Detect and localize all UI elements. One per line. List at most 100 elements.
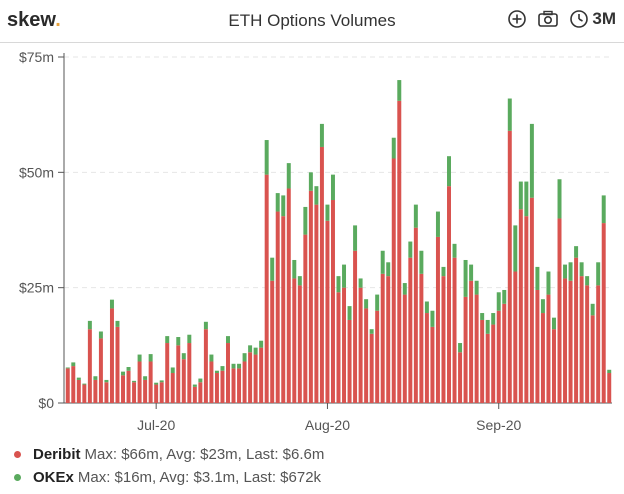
range-label: 3M [592, 9, 616, 28]
bar-deribit [369, 333, 374, 403]
bar-okex [104, 379, 109, 383]
bar-okex [496, 292, 501, 311]
bar-okex [148, 354, 153, 362]
time-range-selector[interactable]: 3M [569, 9, 616, 29]
bar-okex [264, 140, 269, 175]
bar-deribit [579, 276, 584, 403]
chart-title: ETH Options Volumes [228, 11, 396, 30]
bar-okex [209, 354, 214, 362]
bar-deribit [214, 373, 219, 403]
bar-okex [170, 367, 175, 374]
bar-okex [121, 371, 126, 376]
bar-okex [275, 193, 280, 212]
legend-item-okex[interactable]: OKEx Max: $16m, Avg: $3.1m, Last: $672k [14, 469, 321, 486]
screenshot-button[interactable] [537, 9, 559, 29]
bar-okex [529, 123, 534, 198]
bar-okex [474, 280, 479, 295]
bar-deribit [308, 190, 313, 403]
bar-okex [435, 211, 440, 237]
y-tick-label: $75m [19, 49, 54, 65]
bar-okex [596, 262, 601, 286]
y-tick-label: $0 [38, 395, 54, 411]
okex-swatch [14, 474, 21, 481]
bar-okex [314, 186, 319, 205]
bar-okex [469, 264, 474, 281]
bar-okex [518, 181, 523, 210]
bar-okex [607, 369, 612, 374]
bar-okex [270, 257, 275, 281]
bar-okex [154, 382, 159, 385]
bar-okex [347, 306, 352, 320]
bar-okex [551, 317, 556, 330]
bar-deribit [485, 333, 490, 403]
bar-okex [93, 376, 98, 380]
bar-deribit [419, 273, 424, 403]
bar-okex [557, 179, 562, 219]
bar-deribit [568, 280, 573, 403]
bar-okex [82, 383, 87, 385]
bar-okex [413, 204, 418, 228]
bar-okex [192, 384, 197, 387]
bar-okex [286, 163, 291, 189]
bar-deribit [452, 257, 457, 403]
skew-logo[interactable]: skew. [7, 9, 61, 32]
bar-deribit [441, 276, 446, 403]
bar-deribit [358, 287, 363, 403]
bar-deribit [574, 257, 579, 403]
toolbar: 3M [507, 9, 616, 29]
bar-deribit [424, 313, 429, 403]
bar-deribit [364, 308, 369, 403]
bar-deribit [469, 280, 474, 403]
bar-deribit [546, 294, 551, 403]
bar-deribit [132, 382, 137, 403]
bar-deribit [176, 345, 181, 403]
bar-okex [292, 259, 297, 279]
header-bar: skew. ETH Options Volumes 3M [0, 0, 624, 43]
bar-deribit [209, 361, 214, 403]
bar-deribit [192, 386, 197, 403]
bar-okex [535, 266, 540, 290]
bar-deribit [159, 382, 164, 403]
bar-deribit [507, 130, 512, 403]
bar-deribit [226, 343, 230, 403]
bar-okex [181, 353, 186, 360]
bar-deribit [353, 250, 358, 403]
bar-okex [65, 367, 70, 369]
bar-okex [137, 354, 142, 362]
volume-chart[interactable]: $0 $25m $50m $75m Jul-20 Aug-20 Sep-20 [0, 42, 624, 442]
bar-deribit [93, 379, 98, 403]
legend-name-deribit: Deribit [33, 446, 81, 463]
bar-deribit [380, 273, 385, 403]
bar-deribit [220, 370, 225, 403]
add-chart-button[interactable] [507, 9, 527, 29]
bar-okex [126, 367, 131, 371]
bar-deribit [430, 326, 435, 403]
bar-okex [408, 241, 413, 258]
legend-stats-okex: Max: $16m, Avg: $3.1m, Last: $672k [77, 469, 322, 486]
bar-okex [242, 353, 247, 362]
bar-deribit [391, 158, 396, 403]
bar-okex [524, 181, 529, 217]
bar-deribit [474, 294, 479, 403]
bar-okex [579, 262, 584, 277]
bar-okex [71, 362, 76, 367]
bar-okex [386, 262, 391, 277]
bar-deribit [98, 338, 103, 403]
bar-deribit [325, 220, 330, 403]
bar-okex [402, 283, 407, 295]
x-tick-label: Sep-20 [476, 417, 521, 433]
legend-item-deribit[interactable]: Deribit Max: $66m, Avg: $23m, Last: $6.6… [14, 446, 324, 463]
legend-name-okex: OKEx [33, 469, 74, 486]
bar-deribit [297, 285, 302, 403]
bar-okex [297, 276, 302, 286]
bar-deribit [65, 368, 70, 403]
bar-deribit [143, 379, 148, 403]
bar-deribit [590, 315, 595, 403]
bar-okex [253, 347, 258, 355]
bar-okex [563, 264, 568, 279]
x-tick-label: Jul-20 [137, 417, 175, 433]
bar-deribit [148, 361, 153, 403]
bar-okex [364, 299, 369, 309]
bar-deribit [154, 384, 159, 403]
bar-deribit [270, 280, 275, 403]
